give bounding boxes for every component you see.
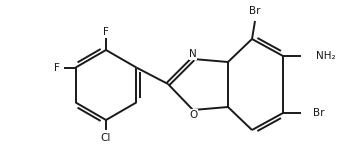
Text: Cl: Cl (101, 133, 111, 143)
Text: O: O (189, 110, 197, 120)
Text: Br: Br (313, 108, 325, 118)
Text: NH₂: NH₂ (316, 51, 336, 61)
Text: N: N (189, 49, 197, 59)
Text: Br: Br (249, 6, 261, 16)
Text: F: F (103, 27, 109, 37)
Text: F: F (54, 62, 59, 72)
